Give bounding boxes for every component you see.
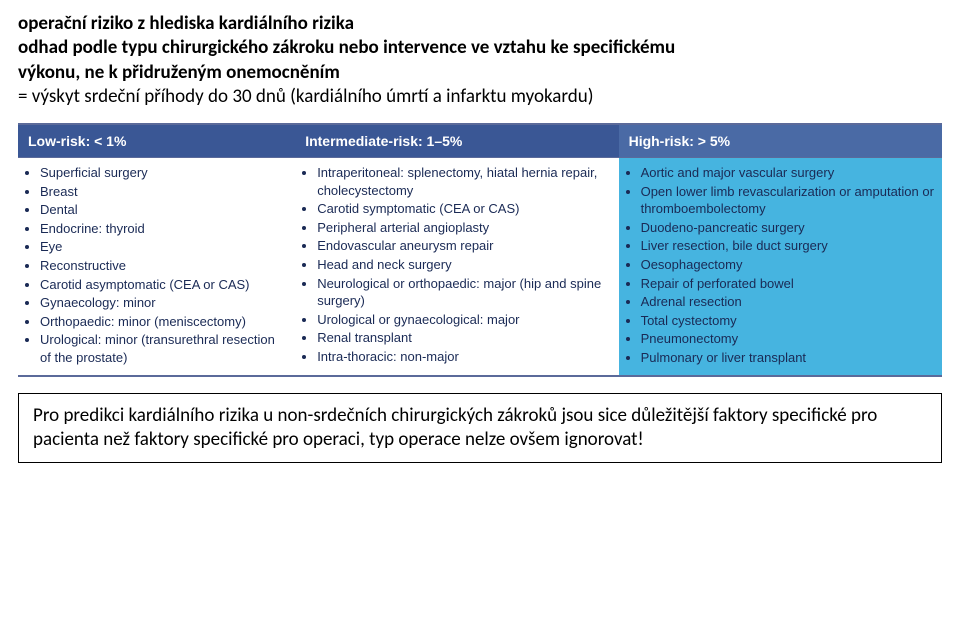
intro-line3: výkonu, ne k přidruženým onemocněním [18,61,942,85]
list-item: Open lower limb revascularization or amp… [641,183,934,218]
list-item: Orthopaedic: minor (meniscectomy) [40,313,287,331]
list-item: Adrenal resection [641,293,934,311]
header-low: Low-risk: < 1% [18,125,295,158]
intro-line2: odhad podle typu chirurgického zákroku n… [18,36,942,60]
list-item: Liver resection, bile duct surgery [641,237,934,255]
intro-text: operační riziko z hlediska kardiálního r… [18,12,942,109]
table-header-row: Low-risk: < 1% Intermediate-risk: 1–5% H… [18,125,942,158]
list-item: Superficial surgery [40,164,287,182]
table-body-row: Superficial surgeryBreastDentalEndocrine… [18,158,942,376]
list-item: Pulmonary or liver transplant [641,349,934,367]
list-item: Gynaecology: minor [40,294,287,312]
summary-text: Pro predikci kardiálního rizika u non-sr… [33,404,877,451]
list-item: Duodeno-pancreatic surgery [641,219,934,237]
list-item: Aortic and major vascular surgery [641,164,934,182]
summary-box: Pro predikci kardiálního rizika u non-sr… [18,393,942,463]
list-item: Urological or gynaecological: major [317,311,610,329]
intro-line1: operační riziko z hlediska kardiálního r… [18,12,942,36]
list-item: Repair of perforated bowel [641,275,934,293]
list-item: Head and neck surgery [317,256,610,274]
list-item: Renal transplant [317,329,610,347]
risk-table: Low-risk: < 1% Intermediate-risk: 1–5% H… [18,123,942,377]
intro-line4: = výskyt srdeční příhody do 30 dnů (kard… [18,85,942,109]
list-item: Dental [40,201,287,219]
list-item: Eye [40,238,287,256]
list-item: Carotid asymptomatic (CEA or CAS) [40,276,287,294]
list-item: Oesophagectomy [641,256,934,274]
list-item: Intra-thoracic: non-major [317,348,610,366]
list-item: Endocrine: thyroid [40,220,287,238]
col-intermediate: Intraperitoneal: splenectomy, hiatal her… [295,158,618,376]
header-high: High-risk: > 5% [619,125,942,158]
list-item: Peripheral arterial angioplasty [317,219,610,237]
list-item: Reconstructive [40,257,287,275]
list-item: Breast [40,183,287,201]
list-item: Carotid symptomatic (CEA or CAS) [317,200,610,218]
list-item: Urological: minor (transurethral resecti… [40,331,287,366]
list-item: Intraperitoneal: splenectomy, hiatal her… [317,164,610,199]
list-item: Endovascular aneurysm repair [317,237,610,255]
list-item: Neurological or orthopaedic: major (hip … [317,275,610,310]
list-item: Total cystectomy [641,312,934,330]
col-low: Superficial surgeryBreastDentalEndocrine… [18,158,295,376]
list-item: Pneumonectomy [641,330,934,348]
header-intermediate: Intermediate-risk: 1–5% [295,125,618,158]
col-high: Aortic and major vascular surgeryOpen lo… [619,158,942,376]
